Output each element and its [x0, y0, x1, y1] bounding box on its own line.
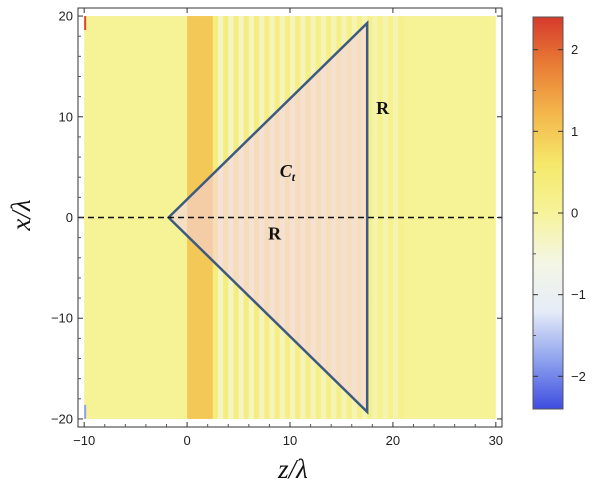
y-tick-label: 20	[59, 9, 73, 24]
colorbar-tick-label: 0	[571, 206, 578, 221]
ct-label: Ct	[280, 161, 296, 184]
x-tick-label: 30	[489, 433, 503, 448]
colorbar-tick-label: −2	[571, 369, 586, 384]
x-tick-label: 20	[386, 433, 400, 448]
x-axis-title: z/λ	[277, 454, 308, 484]
y-axis-title: x/λ	[6, 199, 36, 231]
region-label-r: R	[376, 98, 390, 118]
colorbar-tick-label: 1	[571, 124, 578, 139]
y-tick-label: 0	[66, 210, 73, 225]
y-tick-label: 10	[59, 109, 73, 124]
triangle-region	[166, 20, 369, 415]
colorbar-tick-label: −1	[571, 287, 586, 302]
region-labels: R Ct R	[268, 98, 390, 244]
x-tick-label: −10	[73, 433, 95, 448]
y-tick-label: −20	[51, 411, 73, 426]
region-label-r: R	[268, 224, 282, 244]
field-stripe	[372, 16, 378, 419]
ct-subscript: t	[292, 170, 296, 184]
field-stripe	[392, 16, 399, 419]
colorbar: 2 1 0 −1 −2	[532, 16, 586, 410]
edge-mark-top	[84, 16, 87, 31]
x-tick-label: 10	[283, 433, 297, 448]
y-tick-label: −10	[51, 311, 73, 326]
field-stripe	[382, 16, 389, 419]
colorbar-tick-label: 2	[571, 42, 578, 57]
x-tick-label: 0	[183, 433, 190, 448]
edge-mark-bottom	[84, 404, 87, 419]
